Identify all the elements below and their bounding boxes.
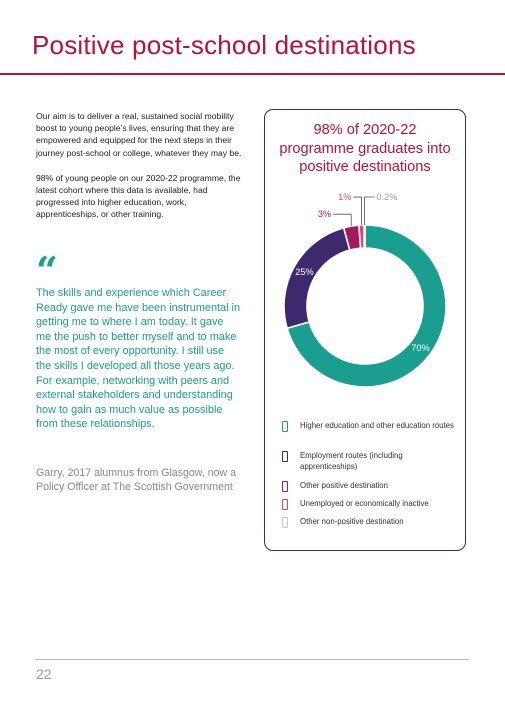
- legend-swatch: [282, 499, 288, 510]
- legend-label: Other non-positive destination: [300, 517, 404, 526]
- chart-title-line-3: positive destinations: [299, 159, 431, 176]
- quote-mark-icon: “: [36, 248, 58, 293]
- data-label-4: 1%: [338, 192, 351, 202]
- data-label-5: 0.2%: [376, 192, 397, 202]
- legend-swatch: [282, 451, 288, 462]
- legend-label: Other positive destination: [300, 481, 388, 490]
- footer-divider: [35, 659, 469, 660]
- data-label-2: 25%: [295, 267, 313, 277]
- quote-attribution: Garry, 2017 alumnus from Glasgow, now a …: [36, 467, 236, 494]
- legend-label: Employment routes (including apprentices…: [300, 451, 403, 471]
- data-label-3: 3%: [318, 209, 331, 219]
- leader-line-3: [333, 213, 352, 227]
- legend-swatch: [282, 421, 288, 432]
- legend-label: Higher education and other education rou…: [300, 421, 454, 430]
- chart-title-line-2: programme graduates into: [279, 140, 451, 157]
- legend-swatch: [282, 517, 288, 528]
- chart-title-line-1: 98% of 2020-22: [313, 122, 417, 138]
- donut-slice-1: [286, 224, 447, 388]
- leader-line-5: [364, 196, 375, 226]
- page-number: 22: [36, 666, 52, 682]
- intro-paragraph-1: Our aim is to deliver a real, sustained …: [36, 111, 242, 158]
- leader-line-4: [353, 196, 362, 226]
- intro-text: Our aim is to deliver a real, sustained …: [36, 110, 246, 234]
- title-divider: [0, 73, 505, 75]
- legend-swatch: [282, 481, 288, 492]
- data-label-1: 70%: [411, 343, 429, 353]
- testimonial-quote: The skills and experience which Career R…: [36, 287, 241, 431]
- page-title: Positive post-school destinations: [32, 30, 416, 60]
- intro-paragraph-2: 98% of young people on our 2020-22 progr…: [36, 172, 241, 220]
- legend-label: Unemployed or economically inactive: [300, 499, 429, 508]
- donut-slice-2: [283, 226, 351, 330]
- donut-chart: 70% 25% 3% 1% 0.2%: [283, 192, 447, 388]
- chart-title: 98% of 2020-22 programme graduates into …: [264, 121, 466, 177]
- donut-slice-5: [363, 224, 366, 249]
- chart-card: [264, 109, 466, 551]
